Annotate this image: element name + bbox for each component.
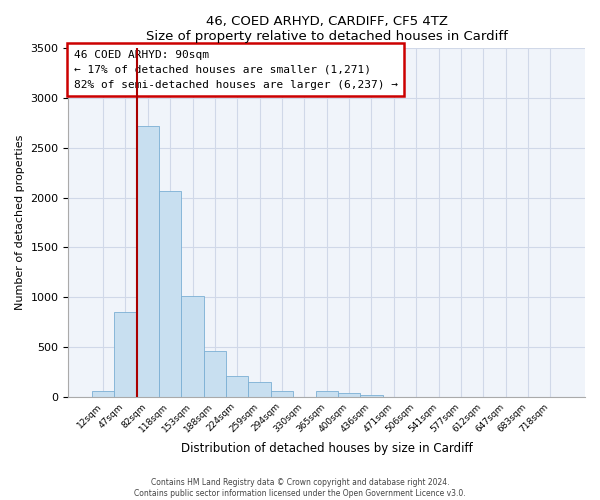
Y-axis label: Number of detached properties: Number of detached properties xyxy=(15,135,25,310)
Bar xyxy=(316,391,338,396)
Bar xyxy=(360,394,383,396)
Text: Contains HM Land Registry data © Crown copyright and database right 2024.
Contai: Contains HM Land Registry data © Crown c… xyxy=(134,478,466,498)
Bar xyxy=(248,382,271,396)
Bar xyxy=(338,392,360,396)
Bar xyxy=(226,376,248,396)
Bar xyxy=(92,391,114,396)
Bar xyxy=(204,352,226,397)
Bar xyxy=(114,312,137,396)
Title: 46, COED ARHYD, CARDIFF, CF5 4TZ
Size of property relative to detached houses in: 46, COED ARHYD, CARDIFF, CF5 4TZ Size of… xyxy=(146,15,508,43)
Text: 46 COED ARHYD: 90sqm
← 17% of detached houses are smaller (1,271)
82% of semi-de: 46 COED ARHYD: 90sqm ← 17% of detached h… xyxy=(74,50,398,90)
X-axis label: Distribution of detached houses by size in Cardiff: Distribution of detached houses by size … xyxy=(181,442,473,455)
Bar xyxy=(137,126,159,396)
Bar xyxy=(159,190,181,396)
Bar xyxy=(181,296,204,396)
Bar xyxy=(271,390,293,396)
